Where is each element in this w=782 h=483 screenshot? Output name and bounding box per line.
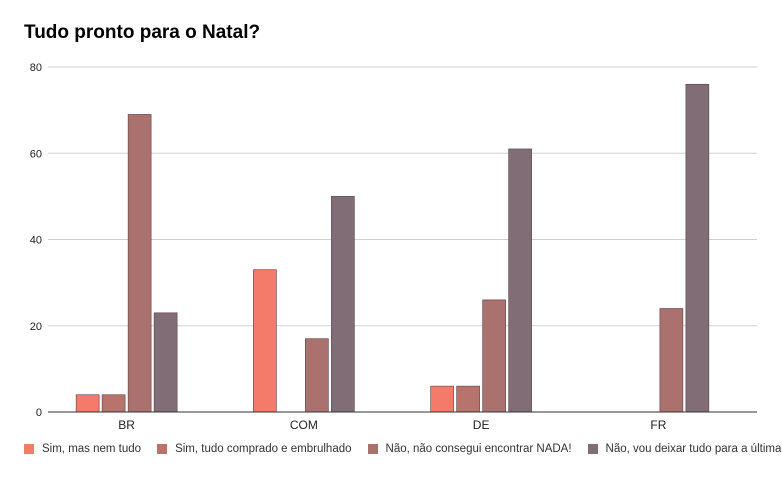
bar-fr-series-3 (659, 308, 684, 413)
legend-label: Não, vou deixar tudo para a última hora (605, 443, 782, 455)
legend-item: Não, vou deixar tudo para a última hora (587, 443, 782, 455)
legend-swatch (24, 444, 34, 454)
bar-br-series-1 (75, 394, 100, 413)
bar-br-series-2 (101, 394, 126, 413)
y-tick-label: 60 (30, 148, 42, 160)
y-tick-label: 80 (30, 62, 42, 74)
x-axis-categories: BR COM DE FR (118, 418, 666, 432)
gridlines (48, 66, 757, 327)
legend-label: Sim, mas nem tudo (42, 443, 142, 455)
legend-swatch (587, 444, 598, 454)
y-tick-label: 20 (30, 321, 42, 333)
legend-item: Não, não consegui encontrar NADA! (367, 443, 572, 455)
bar-br-series-4 (153, 312, 178, 413)
legend-label: Não, não consegui encontrar NADA! (385, 443, 572, 455)
y-tick-label: 0 (36, 407, 42, 419)
x-category-label: COM (290, 418, 318, 432)
bar-fr-series-4 (685, 83, 710, 413)
bar-de-series-2 (456, 385, 480, 413)
bar-com-series-3 (305, 338, 329, 413)
bar-de-series-1 (430, 385, 454, 413)
bar-com-series-1 (253, 269, 277, 413)
legend-label: Sim, tudo comprado e embrulhado (175, 443, 352, 455)
legend-swatch (367, 444, 378, 454)
bar-de-series-3 (482, 299, 506, 413)
bars (75, 83, 710, 413)
legend-item: Sim, mas nem tudo (24, 443, 141, 455)
y-tick-label: 40 (30, 235, 42, 247)
legend: Sim, mas nem tudo Sim, tudo comprado e em… (24, 443, 782, 455)
x-category-label: DE (473, 418, 490, 432)
y-axis-ticks: 0 20 40 60 80 (30, 62, 42, 419)
x-category-label: FR (650, 418, 666, 432)
x-category-label: BR (118, 418, 135, 432)
chart-title: Tudo pronto para o Natal? (24, 22, 261, 43)
legend-item: Sim, tudo comprado e embrulhado (157, 443, 352, 455)
legend-swatch (157, 444, 168, 454)
bar-de-series-4 (508, 148, 532, 413)
bar-br-series-3 (127, 114, 152, 413)
bar-com-series-4 (331, 196, 355, 413)
